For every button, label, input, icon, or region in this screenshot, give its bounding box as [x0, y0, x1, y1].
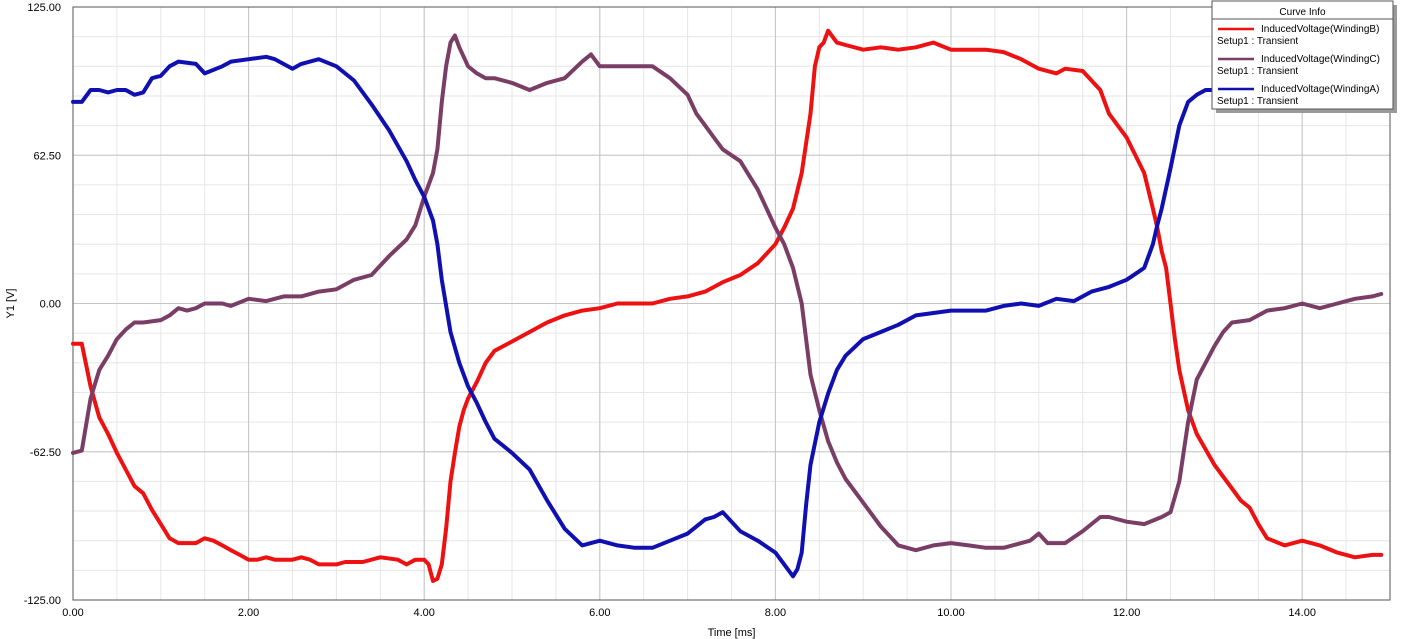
legend-series-setup: Setup1 : Transient — [1217, 96, 1298, 107]
legend-series-name: InducedVoltage(WindingC) — [1261, 54, 1380, 65]
x-tick-label: 0.00 — [62, 607, 83, 619]
x-axis-label: Time [ms] — [708, 627, 756, 639]
series-line-0 — [71, 28, 1384, 583]
series-line-2 — [71, 54, 1230, 579]
curve-info-legend[interactable]: Curve InfoInducedVoltage(WindingB)Setup1… — [1211, 0, 1397, 113]
series-line-1 — [71, 33, 1384, 553]
legend-series-setup: Setup1 : Transient — [1217, 36, 1298, 47]
legend-series-setup: Setup1 : Transient — [1217, 66, 1298, 77]
x-tick-label: 12.00 — [1113, 607, 1141, 619]
x-tick-label: 2.00 — [238, 607, 259, 619]
x-tick-label: 14.00 — [1288, 607, 1316, 619]
legend-title: Curve Info — [1279, 7, 1326, 18]
y-tick-label: 0.00 — [40, 299, 61, 311]
x-tick-label: 6.00 — [589, 607, 610, 619]
legend-series-name: InducedVoltage(WindingA) — [1261, 84, 1379, 95]
y-tick-label: -125.00 — [24, 595, 61, 607]
y-tick-label: -62.50 — [30, 447, 61, 459]
y-axis-label: Y1 [V] — [5, 289, 17, 319]
x-tick-label: 4.00 — [413, 607, 434, 619]
plot-frame — [72, 6, 1391, 601]
series-layer — [71, 28, 1384, 583]
y-tick-label: 125.00 — [27, 2, 61, 14]
legend-series-name: InducedVoltage(WindingB) — [1261, 24, 1379, 35]
tick-labels: 0.00 2.00 4.00 6.00 8.00 10.00 12.00 14.00 125.0… — [24, 2, 1316, 619]
x-tick-label: 10.00 — [937, 607, 965, 619]
x-tick-label: 8.00 — [765, 607, 786, 619]
y-tick-label: 62.50 — [33, 150, 61, 162]
